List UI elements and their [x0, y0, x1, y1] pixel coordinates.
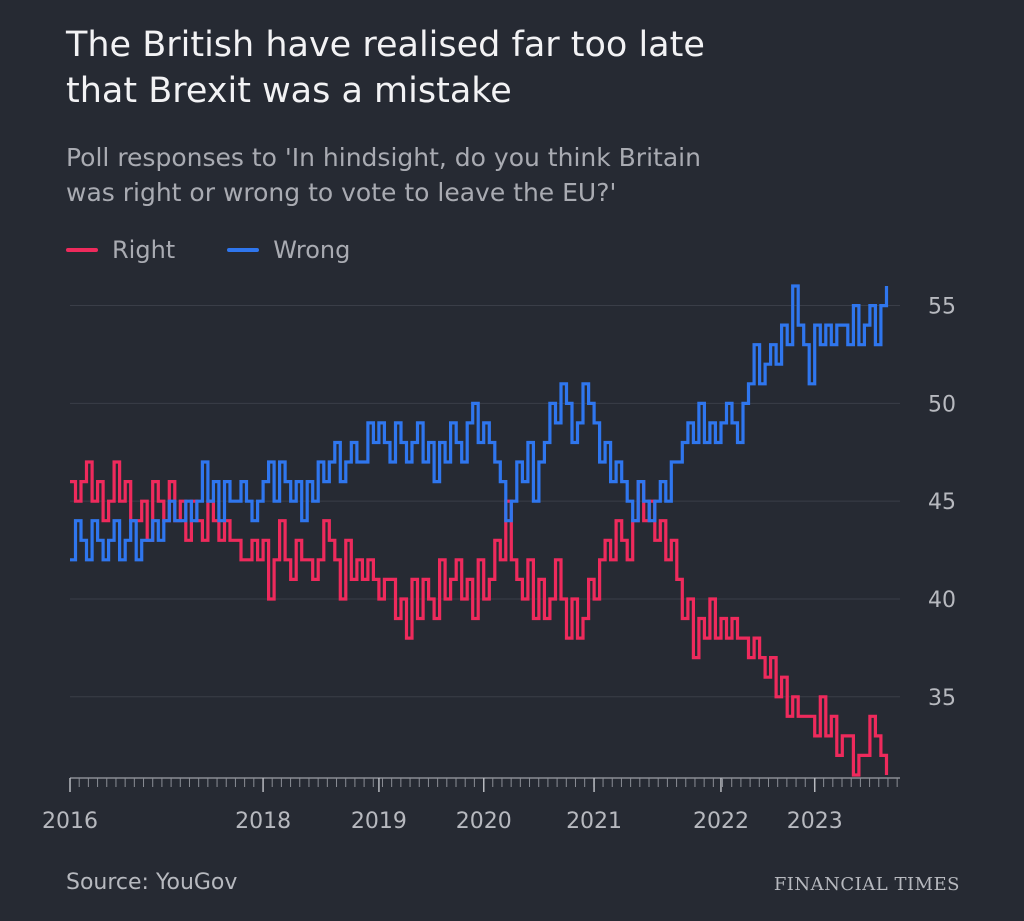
x-tick-label-2023: 2023	[787, 809, 843, 834]
x-tick-label-2021: 2021	[566, 809, 622, 834]
legend-swatch-right	[66, 248, 98, 252]
y-tick-label-35: 35	[928, 686, 956, 711]
x-tick-label-2016: 2016	[42, 809, 98, 834]
y-tick-label-50: 50	[928, 392, 956, 417]
x-tick-label-2020: 2020	[456, 809, 512, 834]
y-tick-label-45: 45	[928, 490, 956, 515]
legend-swatch-wrong	[227, 248, 260, 252]
y-tick-label-40: 40	[928, 588, 956, 613]
chart-title: The British have realised far too late t…	[66, 22, 966, 114]
x-tick-label-2018: 2018	[235, 809, 291, 834]
series-line-right	[70, 460, 889, 777]
x-tick-label-2022: 2022	[693, 809, 749, 834]
subtitle-line-1: Poll responses to 'In hindsight, do you …	[66, 143, 701, 172]
legend-label-wrong: Wrong	[273, 236, 351, 264]
legend-item-right: Right	[66, 236, 175, 264]
chart-legend: Right Wrong	[66, 236, 350, 264]
series-line-wrong	[70, 284, 889, 562]
publisher-logo: FINANCIAL TIMES	[773, 874, 960, 895]
source-note: Source: YouGov	[66, 870, 238, 895]
subtitle-line-2: was right or wrong to vote to leave the …	[66, 178, 617, 207]
legend-label-right: Right	[112, 236, 176, 264]
x-tick-label-2019: 2019	[351, 809, 407, 834]
title-line-1: The British have realised far too late	[66, 25, 705, 65]
y-tick-label-55: 55	[928, 295, 956, 320]
legend-item-wrong: Wrong	[227, 236, 350, 264]
chart-subtitle: Poll responses to 'In hindsight, do you …	[66, 140, 966, 210]
title-line-2: that Brexit was a mistake	[66, 71, 512, 111]
